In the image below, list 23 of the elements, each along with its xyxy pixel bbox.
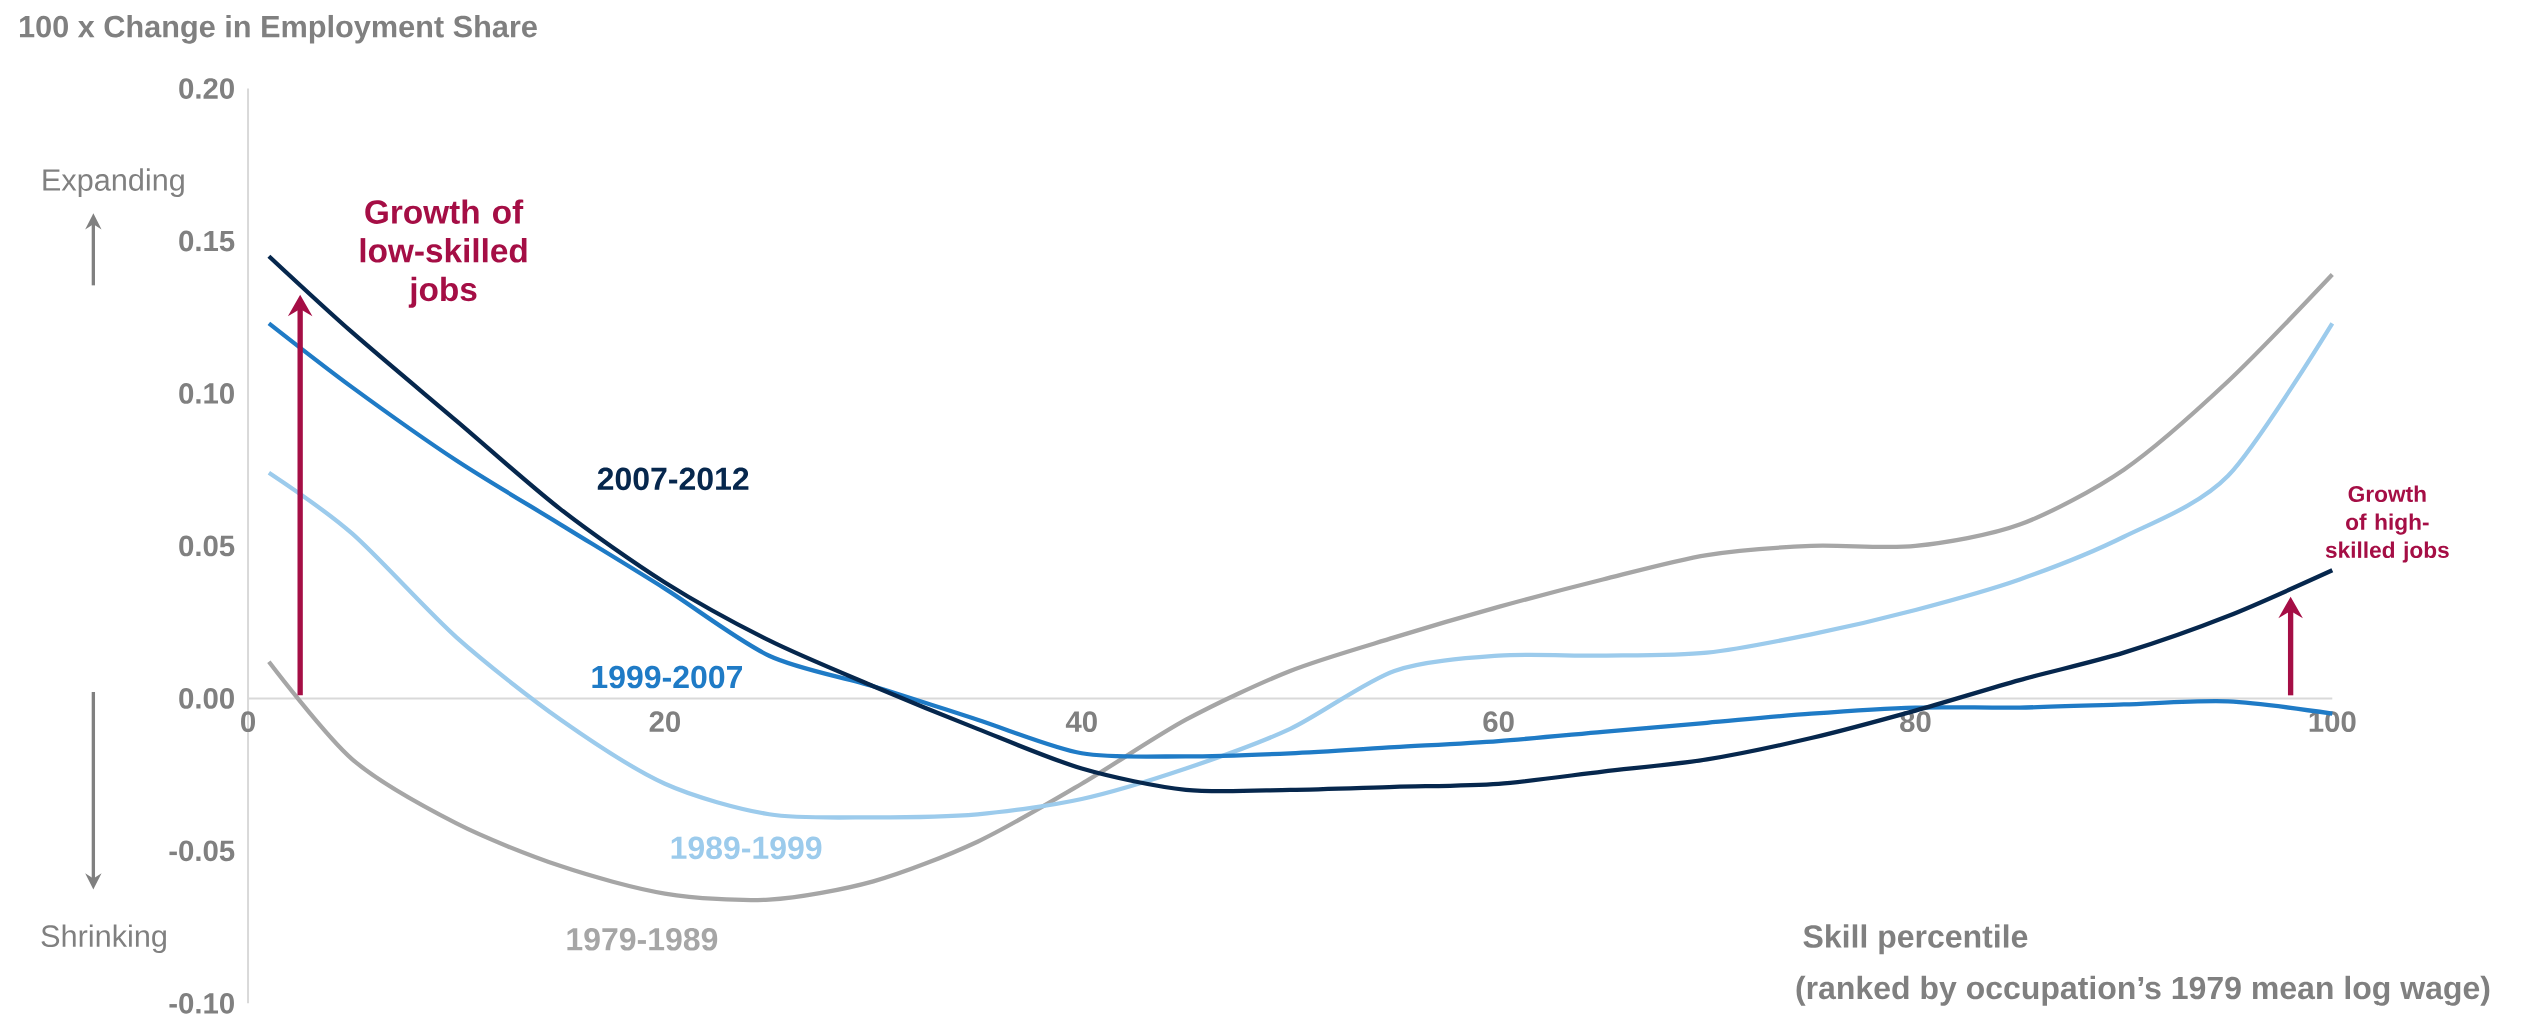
y-tick-label: 0.00 xyxy=(179,688,234,709)
x-tick-label: 40 xyxy=(1065,711,1097,733)
y-tick-label: 0.10 xyxy=(179,383,234,404)
text: Expanding xyxy=(43,168,184,198)
series-label: 1979-1989 xyxy=(567,928,718,951)
x-axis-title: Skill percentile xyxy=(1803,924,2028,955)
x-tick-label: 0 xyxy=(241,711,256,733)
y-tick-label: 0.20 xyxy=(179,78,234,100)
x-tick-label: 20 xyxy=(649,711,681,733)
y-tick-label: -0.05 xyxy=(169,840,235,862)
y-axis-title: 100 x Change in Employment Share xyxy=(19,15,537,44)
text: Shrinking xyxy=(41,924,166,954)
annotation: Growth of low-skilled jobs xyxy=(360,199,527,308)
series-label: 1999-2007 xyxy=(592,665,743,689)
series-label: 2007-2012 xyxy=(597,467,749,491)
y-tick-label: 0.05 xyxy=(179,535,235,557)
series-label: 1989-1999 xyxy=(671,836,822,860)
y-tick-label: -0.10 xyxy=(169,993,234,1014)
x-tick-label: 100 xyxy=(2309,711,2356,733)
y-tick-label: 0.15 xyxy=(179,230,235,252)
x-tick-label: 60 xyxy=(1483,711,1514,733)
annotation: Growth of high-skilled jobs xyxy=(2325,485,2449,563)
annotation: (ranked by occupation’s 1979 mean log wage) xyxy=(1796,975,2490,1006)
